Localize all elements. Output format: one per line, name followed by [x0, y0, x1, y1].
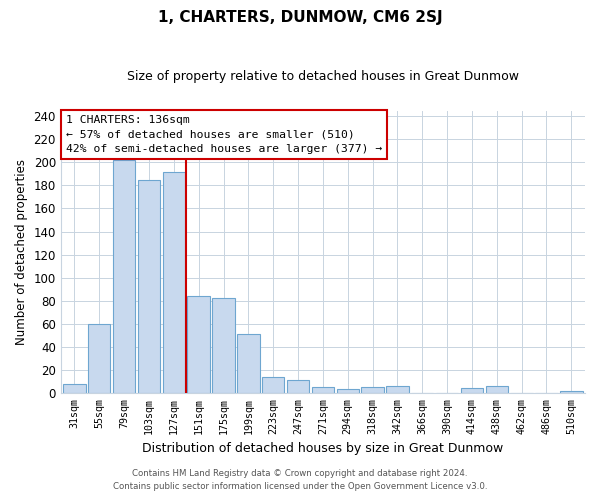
Bar — [485, 386, 508, 393]
Bar — [187, 296, 210, 393]
Bar — [386, 386, 409, 393]
Bar — [113, 160, 136, 393]
Bar — [361, 387, 384, 393]
Bar — [461, 388, 483, 393]
Bar — [312, 387, 334, 393]
Title: Size of property relative to detached houses in Great Dunmow: Size of property relative to detached ho… — [127, 70, 519, 83]
Bar — [237, 334, 260, 393]
Text: 1, CHARTERS, DUNMOW, CM6 2SJ: 1, CHARTERS, DUNMOW, CM6 2SJ — [158, 10, 442, 25]
Bar — [163, 172, 185, 393]
Bar — [138, 180, 160, 393]
Text: 1 CHARTERS: 136sqm
← 57% of detached houses are smaller (510)
42% of semi-detach: 1 CHARTERS: 136sqm ← 57% of detached hou… — [66, 115, 382, 154]
Text: Contains HM Land Registry data © Crown copyright and database right 2024.
Contai: Contains HM Land Registry data © Crown c… — [113, 470, 487, 491]
Bar — [337, 390, 359, 393]
Bar — [560, 390, 583, 393]
Bar — [63, 384, 86, 393]
Y-axis label: Number of detached properties: Number of detached properties — [15, 158, 28, 344]
Bar — [262, 376, 284, 393]
Bar — [88, 324, 110, 393]
X-axis label: Distribution of detached houses by size in Great Dunmow: Distribution of detached houses by size … — [142, 442, 503, 455]
Bar — [287, 380, 309, 393]
Bar — [212, 298, 235, 393]
